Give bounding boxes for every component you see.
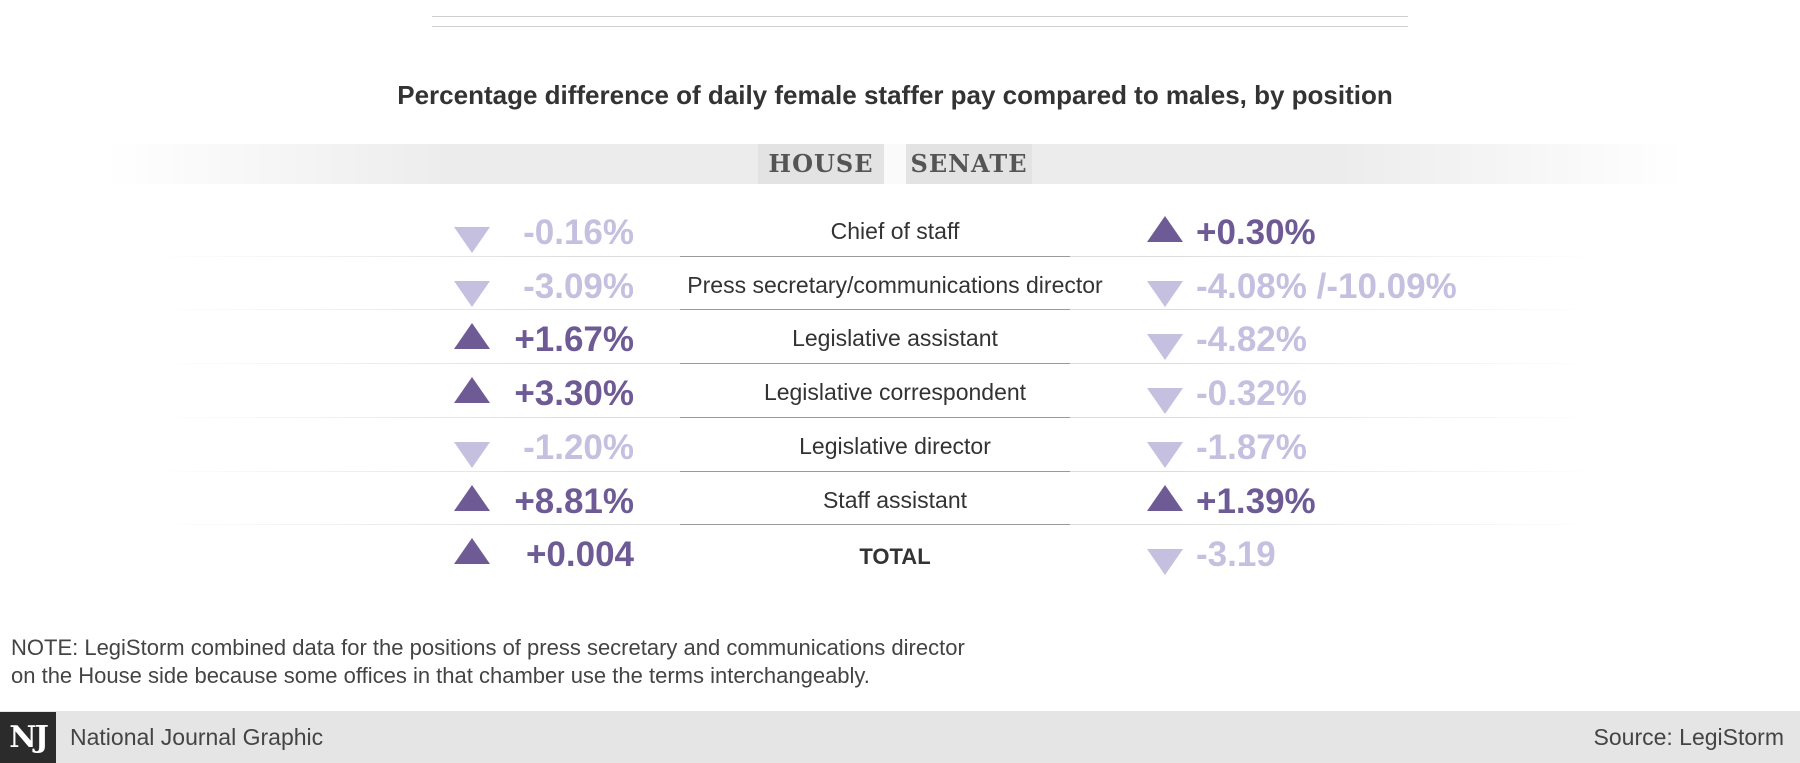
house-value: +0.004 xyxy=(525,535,634,575)
tab-house[interactable]: HOUSE xyxy=(758,144,884,184)
position-label: Press secretary/communications director xyxy=(687,271,1103,298)
row-divider xyxy=(150,416,1600,418)
house-value: +8.81% xyxy=(514,481,634,521)
row-divider xyxy=(150,524,1600,526)
triangle-down-icon xyxy=(1147,334,1183,361)
top-rule xyxy=(432,16,1408,17)
tab-senate[interactable]: SENATE xyxy=(906,144,1032,184)
triangle-down-icon xyxy=(454,280,490,307)
triangle-up-icon xyxy=(454,323,490,350)
triangle-down-icon xyxy=(1147,549,1183,576)
triangle-down-icon xyxy=(454,227,490,253)
row-divider xyxy=(150,363,1600,365)
triangle-up-icon xyxy=(454,377,490,404)
note-line-1: NOTE: LegiStorm combined data for the po… xyxy=(11,635,965,660)
triangle-down-icon xyxy=(1147,388,1183,415)
footer-source: Source: LegiStorm xyxy=(1593,724,1784,750)
nj-logo: NJ xyxy=(0,712,56,763)
senate-value: -4.08% /-10.09% xyxy=(1196,266,1457,306)
triangle-up-icon xyxy=(454,538,490,565)
senate-value: +0.30% xyxy=(1196,213,1316,252)
position-label: TOTAL xyxy=(859,544,931,570)
row-divider xyxy=(150,470,1600,472)
footer-credit: National Journal Graphic xyxy=(70,724,324,750)
top-rule-secondary xyxy=(432,26,1408,27)
triangle-down-icon xyxy=(454,441,490,468)
triangle-down-icon xyxy=(1147,441,1183,468)
senate-value: -4.82% xyxy=(1196,320,1307,360)
triangle-up-icon xyxy=(1147,484,1183,511)
row-divider xyxy=(150,255,1600,257)
footer-bar xyxy=(0,711,1800,763)
note: NOTE: LegiStorm combined data for the po… xyxy=(11,634,965,690)
chart-title: Percentage difference of daily female st… xyxy=(397,80,1393,110)
house-value: +3.30% xyxy=(514,374,634,414)
position-label: Legislative correspondent xyxy=(763,379,1027,406)
note-line-2: on the House side because some offices i… xyxy=(11,663,870,688)
triangle-down-icon xyxy=(1147,280,1183,307)
house-value: -3.09% xyxy=(523,266,634,306)
position-label: Legislative assistant xyxy=(792,325,998,352)
tab-divider xyxy=(884,144,906,184)
position-label: Legislative director xyxy=(799,432,991,459)
house-value: -1.20% xyxy=(523,427,634,467)
triangle-up-icon xyxy=(1147,216,1183,242)
senate-value: +1.39% xyxy=(1196,481,1316,521)
position-label: Chief of staff xyxy=(830,218,960,244)
senate-value: -1.87% xyxy=(1196,427,1307,467)
row-divider xyxy=(150,309,1600,311)
position-label: Staff assistant xyxy=(822,486,968,513)
house-value: +1.67% xyxy=(514,320,634,360)
senate-value: -0.32% xyxy=(1196,374,1307,414)
house-value: -0.16% xyxy=(523,213,634,252)
senate-value: -3.19 xyxy=(1196,535,1276,575)
triangle-up-icon xyxy=(454,484,490,511)
